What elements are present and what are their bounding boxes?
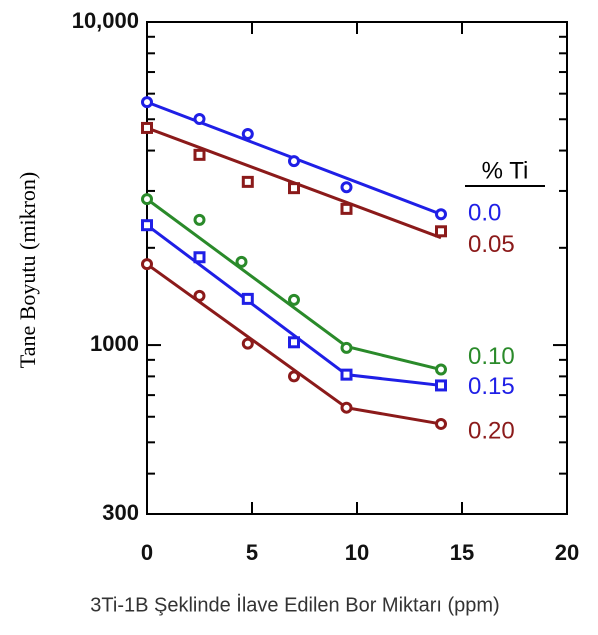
y-axis-label: Tane Boyutu (mikron) <box>15 172 40 368</box>
legend-label: 0.0 <box>468 200 501 227</box>
marker <box>193 251 206 264</box>
marker <box>340 202 353 215</box>
x-tick-label: 5 <box>246 540 258 565</box>
legend-label: 0.15 <box>468 373 515 400</box>
x-tick-label: 10 <box>345 540 369 565</box>
legend-label: 0.05 <box>468 231 515 258</box>
y-tick-label: 10,000 <box>72 8 139 33</box>
marker <box>435 417 447 430</box>
marker <box>435 208 447 221</box>
legend-label: 0.20 <box>468 417 515 444</box>
marker <box>141 121 153 134</box>
marker <box>193 213 206 226</box>
marker <box>435 379 447 392</box>
legend-title: % Ti <box>482 157 529 184</box>
x-tick-label: 20 <box>555 540 579 565</box>
marker <box>241 337 254 350</box>
marker <box>340 401 353 414</box>
marker <box>235 255 248 268</box>
marker <box>241 292 254 305</box>
y-tick-label: 1000 <box>90 331 139 356</box>
marker <box>193 112 206 125</box>
marker <box>340 341 353 354</box>
marker <box>435 225 447 238</box>
x-tick-label: 15 <box>450 540 474 565</box>
marker <box>288 182 300 195</box>
marker <box>141 219 153 232</box>
marker <box>193 148 206 161</box>
marker <box>241 128 254 141</box>
legend-label: 0.10 <box>468 343 515 370</box>
marker <box>141 193 153 206</box>
marker <box>288 370 300 383</box>
marker <box>340 181 353 194</box>
marker <box>141 258 153 271</box>
x-tick-label: 0 <box>141 540 153 565</box>
marker <box>288 336 300 349</box>
marker <box>241 175 254 188</box>
marker <box>193 289 206 302</box>
marker <box>288 155 300 168</box>
marker <box>340 368 353 381</box>
marker <box>435 363 447 376</box>
x-axis-label: 3Ti-1B Şeklinde İlave Edilen Bor Miktarı… <box>90 593 499 616</box>
marker <box>288 293 300 306</box>
marker <box>141 96 153 109</box>
y-tick-label: 300 <box>102 500 139 525</box>
